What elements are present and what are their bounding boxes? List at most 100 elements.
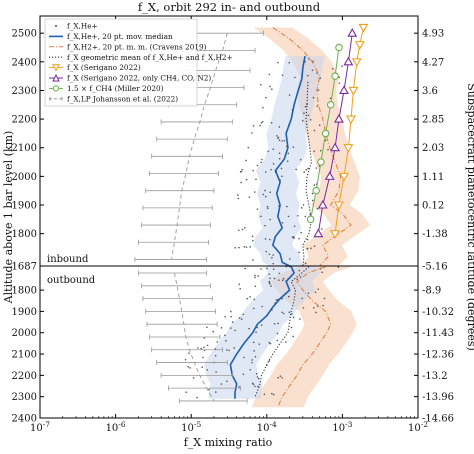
he-plus-point — [269, 277, 271, 280]
legend-label: f_X,H2+, 20 pt. m. m. (Cravens 2019) — [67, 42, 207, 51]
he-plus-point — [269, 283, 271, 285]
panel-label-outbound: outbound — [47, 275, 96, 286]
he-plus-point — [313, 307, 315, 309]
he-plus-point — [288, 258, 291, 260]
he-plus-point — [277, 376, 279, 379]
he-plus-point — [322, 304, 324, 307]
he-plus-point — [272, 393, 275, 396]
he-plus-point — [257, 377, 260, 380]
y2-axis-label: Subspacecraft planetocentric latitude (d… — [465, 83, 474, 351]
he-plus-point — [241, 228, 244, 231]
y-tick-label: 2300 — [12, 86, 37, 97]
he-plus-point — [269, 191, 271, 194]
serigano-subset-marker — [339, 85, 349, 95]
he-plus-point — [230, 310, 232, 313]
he-plus-point — [255, 331, 257, 334]
he-plus-point — [285, 341, 287, 343]
x-axis-label: f_X mixing ratio — [184, 436, 273, 449]
he-plus-point — [268, 253, 271, 255]
he-plus-point — [307, 292, 310, 295]
y2-tick-label: -8.9 — [422, 286, 441, 297]
he-plus-point — [256, 326, 258, 329]
he-plus-point — [300, 231, 303, 234]
serigano-subset-marker — [343, 56, 354, 66]
y-tick-label: 1900 — [12, 201, 37, 212]
he-plus-point — [292, 316, 295, 319]
he-plus-point — [281, 279, 284, 282]
he-plus-point — [185, 391, 187, 394]
y2-tick-label: -11.43 — [422, 328, 454, 339]
y2-tick-label: -1.38 — [422, 229, 448, 240]
x-tick-label: 10-6 — [106, 420, 126, 434]
he-plus-point — [262, 106, 264, 109]
he-plus-point — [264, 195, 267, 198]
miller-marker — [335, 43, 343, 52]
he-plus-point — [281, 140, 283, 142]
he-plus-point — [281, 74, 284, 77]
y2-tick-label: 0.12 — [422, 201, 444, 212]
he-plus-point — [277, 137, 279, 139]
legend-entry: f_X,He+ — [55, 22, 98, 31]
he-plus-point — [252, 307, 255, 310]
he-plus-point — [310, 247, 312, 250]
he-plus-point — [251, 235, 254, 238]
he-plus-point — [214, 391, 217, 393]
he-plus-point — [306, 247, 309, 250]
he-plus-point — [304, 215, 307, 218]
serigano-marker — [330, 230, 341, 239]
he-plus-point — [251, 361, 253, 364]
serigano-subset-marker — [333, 113, 344, 123]
he-plus-point — [261, 158, 263, 161]
he-plus-point — [268, 341, 271, 344]
he-plus-point — [316, 305, 319, 307]
he-plus-point — [251, 132, 253, 134]
he-plus-point — [288, 61, 291, 64]
he-plus-point — [317, 89, 320, 91]
he-plus-point — [241, 168, 243, 171]
legend-label: f_X (Serigano 2022, only CH4, CO, N2) — [67, 74, 211, 83]
he-plus-point — [323, 297, 326, 300]
legend-label: f_X,He+ — [67, 22, 98, 31]
he-plus-point — [281, 377, 284, 379]
he-plus-point — [304, 262, 307, 265]
he-plus-point — [257, 385, 259, 388]
he-plus-point — [257, 275, 259, 277]
series-line — [272, 27, 352, 267]
y-tick-label: 2200 — [12, 371, 37, 382]
he-plus-point — [252, 239, 254, 242]
he-plus-point — [260, 268, 262, 270]
legend-entry: f_X,H2+, 20 pt. m. m. (Cravens 2019) — [49, 42, 207, 51]
he-plus-point — [266, 207, 269, 210]
legend-entry: f_X geometric mean of f_X,He+ and f_X,H2… — [49, 53, 233, 62]
he-plus-point — [255, 178, 257, 181]
serigano-subset-marker — [313, 228, 324, 238]
he-plus-point — [256, 376, 259, 378]
serigano-marker — [354, 41, 365, 50]
he-plus-point — [306, 238, 309, 241]
he-plus-point — [238, 317, 241, 319]
y-tick-label: 2000 — [12, 328, 37, 339]
panel-label-inbound: inbound — [47, 254, 89, 265]
legend: f_X,He+f_X,He+, 20 pt. mov. medianf_X,H2… — [44, 18, 233, 107]
he-plus-point — [242, 373, 245, 376]
serigano-marker — [346, 115, 356, 125]
he-plus-point — [305, 168, 308, 171]
he-plus-point — [301, 297, 304, 300]
he-plus-point — [266, 205, 269, 208]
y2-tick-label: 4.27 — [422, 57, 444, 68]
legend-sample — [55, 25, 57, 27]
he-plus-point — [286, 160, 289, 163]
he-plus-point — [203, 346, 205, 349]
he-plus-point — [297, 215, 299, 217]
he-plus-point — [239, 287, 241, 290]
he-plus-point — [292, 146, 295, 149]
he-plus-point — [269, 218, 271, 221]
y-tick-label: 2100 — [12, 350, 37, 361]
he-plus-point — [214, 348, 217, 350]
he-plus-point — [294, 76, 296, 79]
he-plus-point — [270, 121, 273, 124]
he-plus-point — [278, 152, 281, 155]
he-plus-point — [309, 118, 312, 121]
serigano-subset-marker — [330, 142, 341, 152]
